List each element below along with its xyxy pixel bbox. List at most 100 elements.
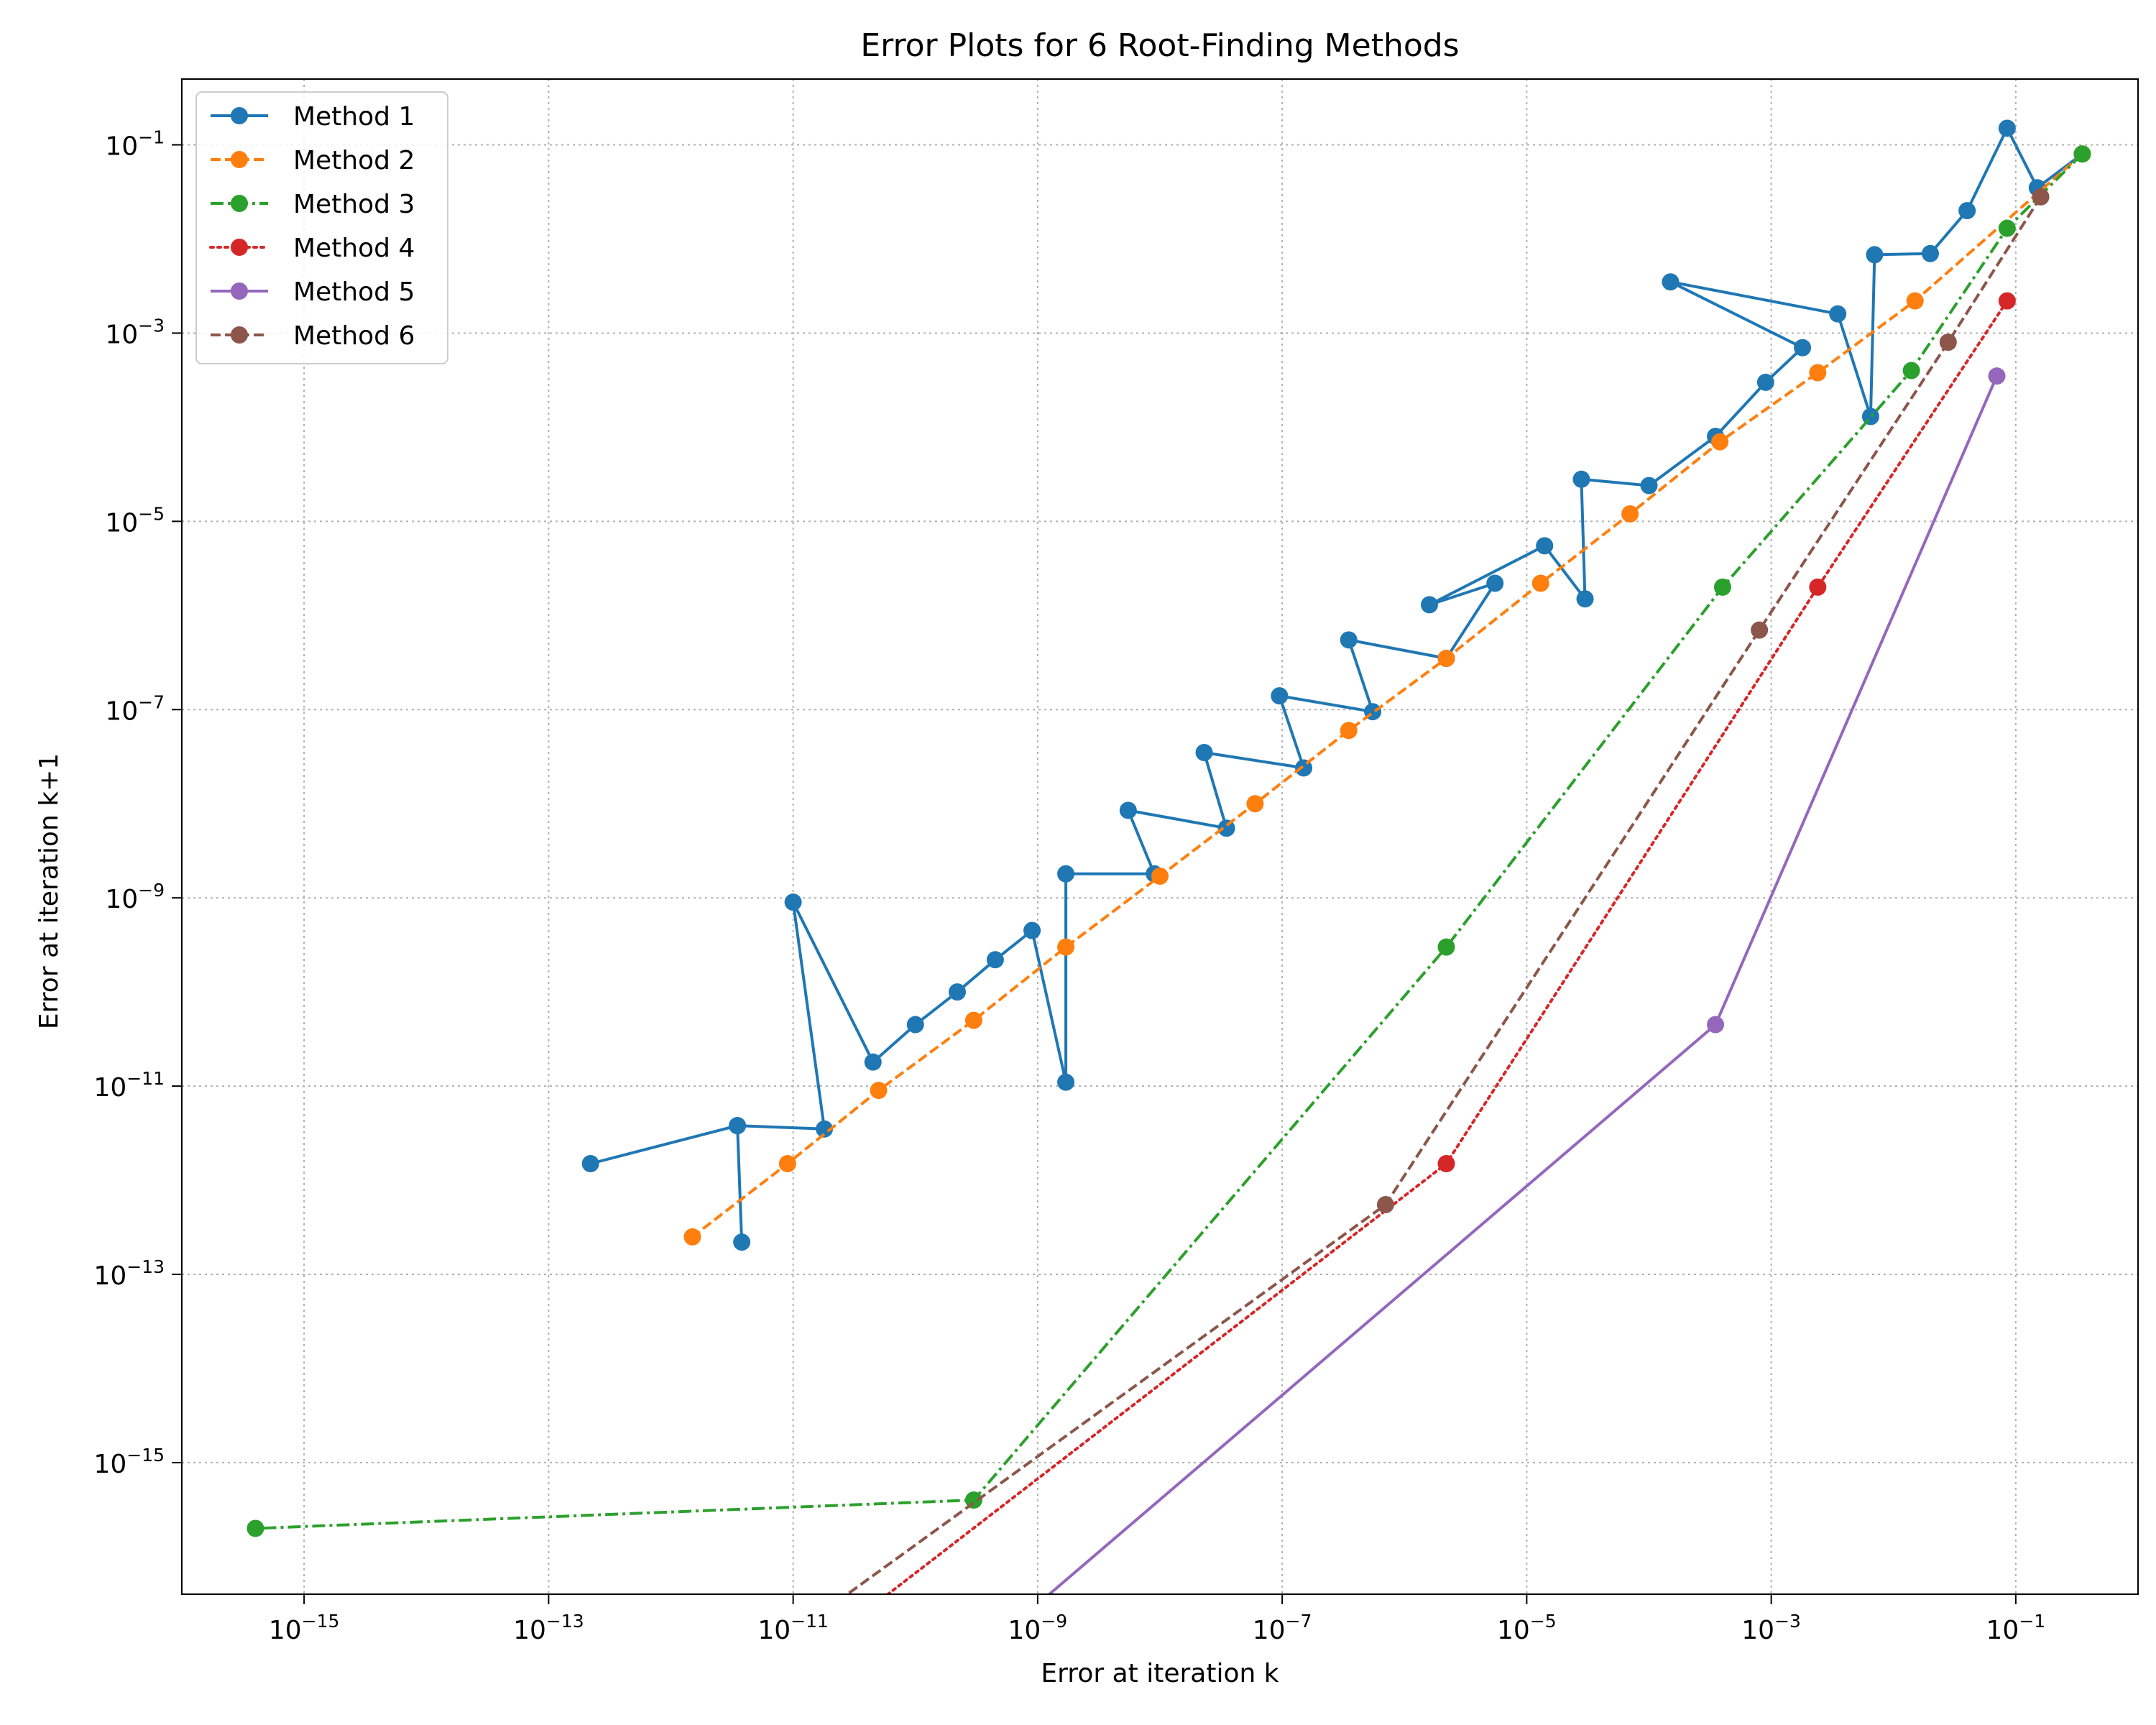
series-2-point <box>1151 868 1169 886</box>
series-line-2 <box>691 152 2083 1238</box>
x-tick-label: 10−3 <box>1741 1611 1801 1645</box>
legend-label-6: Method 6 <box>293 321 415 351</box>
series-2-point <box>1711 433 1729 451</box>
x-tick-label: 10−9 <box>1008 1611 1068 1645</box>
series-1-point <box>1119 801 1137 819</box>
legend: Method 1 Method 2 Method 3 Method 4 Method 5… <box>195 91 448 364</box>
y-tick-label: 10−3 <box>105 315 165 349</box>
series-1-point <box>906 1016 924 1034</box>
series-1-point <box>1572 470 1590 488</box>
series-2-point <box>1621 505 1639 523</box>
y-axis-label: Error at iteration k+1 <box>34 753 64 1029</box>
legend-label-3: Method 3 <box>293 190 415 219</box>
series-1-point <box>1829 305 1847 323</box>
legend-label-5: Method 5 <box>293 277 415 307</box>
series-2-point <box>1057 938 1075 956</box>
series-1-point <box>1057 865 1075 883</box>
series-2-point <box>1246 795 1264 813</box>
series-3-point <box>1902 362 1920 380</box>
series-1-point <box>1958 202 1976 220</box>
x-tick-label: 10−5 <box>1497 1611 1557 1645</box>
series-6-point <box>1939 334 1957 351</box>
y-tick-label: 10−11 <box>93 1068 165 1103</box>
x-tick-label: 10−7 <box>1253 1611 1312 1645</box>
legend-label-1: Method 1 <box>293 102 415 132</box>
series-2-point <box>964 1011 982 1029</box>
series-3-point <box>2073 145 2091 163</box>
series-3-point <box>247 1519 264 1537</box>
series-1-point <box>1057 1073 1075 1091</box>
data-layer <box>247 119 2091 1594</box>
series-1-point <box>581 1154 599 1172</box>
series-1-point <box>1998 119 2016 137</box>
x-tick-label: 10−1 <box>1986 1611 2046 1645</box>
y-tick-label: 10−9 <box>105 880 165 914</box>
axes-frame <box>181 78 2139 1595</box>
series-5 <box>1047 367 2006 1594</box>
series-2-point <box>1340 722 1358 740</box>
series-1-point <box>1340 631 1358 649</box>
series-2-point <box>1437 650 1455 668</box>
series-1-point <box>1662 273 1680 291</box>
series-1-point <box>1640 477 1658 494</box>
legend-label-2: Method 2 <box>293 146 415 175</box>
series-3-point <box>1437 938 1455 956</box>
series-2-point <box>778 1154 796 1172</box>
series-1-point <box>1794 339 1812 356</box>
series-6 <box>844 188 2050 1594</box>
series-1-point <box>729 1117 747 1135</box>
series-line-1 <box>590 126 2083 1244</box>
series-1-point <box>1756 373 1774 391</box>
series-4-point <box>1437 1154 1455 1172</box>
series-5-point <box>1988 367 2006 385</box>
y-tick-label: 10−7 <box>105 691 165 726</box>
series-6-point <box>1376 1196 1394 1214</box>
series-1-point <box>816 1120 834 1138</box>
series-2-point <box>1906 292 1924 310</box>
plot-area: 10−15 10−13 10−11 10−9 10−7 10−5 10−3 10−1 10−15… <box>93 78 2139 1645</box>
legend-marker-5 <box>231 282 248 300</box>
x-tick-label: 10−11 <box>757 1611 829 1645</box>
series-2-point <box>1809 364 1827 382</box>
series-1-point <box>1576 590 1594 608</box>
x-tick-label: 10−13 <box>513 1611 584 1645</box>
series-1-point <box>1195 743 1213 761</box>
series-1-point <box>864 1053 882 1071</box>
series-1-point <box>1486 574 1504 592</box>
chart-title: Error Plots for 6 Root-Finding Methods <box>860 27 1459 64</box>
series-1-point <box>1866 246 1884 264</box>
y-tick-label: 10−13 <box>93 1256 165 1291</box>
y-tick-label: 10−15 <box>93 1445 165 1479</box>
series-2-point <box>683 1228 701 1246</box>
series-5-point <box>1707 1016 1725 1034</box>
x-tick-label: 10−15 <box>269 1611 340 1645</box>
y-tick-label: 10−1 <box>105 127 165 162</box>
series-4-point <box>1998 292 2016 310</box>
series-1-point <box>784 893 802 911</box>
series-2-point <box>1531 574 1549 592</box>
series-3-point <box>1998 219 2016 237</box>
series-6-point <box>1751 621 1769 639</box>
legend-marker-2 <box>231 151 248 168</box>
legend-marker-4 <box>231 239 248 256</box>
series-3-point <box>1713 578 1731 596</box>
series-1-point <box>1023 921 1041 939</box>
series-1-point <box>1420 596 1438 614</box>
y-tick-label: 10−5 <box>105 503 165 538</box>
legend-label-4: Method 4 <box>293 234 415 263</box>
series-1-point <box>1536 537 1554 555</box>
legend-marker-3 <box>231 195 248 212</box>
series-1-point <box>949 983 967 1001</box>
series-1-point <box>986 951 1004 969</box>
series-4 <box>885 292 2016 1594</box>
legend-marker-1 <box>231 107 248 124</box>
series-2-point <box>870 1082 888 1100</box>
series-line-4 <box>885 299 2009 1594</box>
x-axis-label: Error at iteration k <box>1041 1659 1279 1688</box>
series-1-point <box>1921 244 1939 262</box>
series-1-point <box>1271 687 1289 705</box>
series-4-point <box>1809 578 1827 596</box>
series-1-point <box>733 1233 751 1251</box>
series-6-point <box>2032 188 2050 206</box>
